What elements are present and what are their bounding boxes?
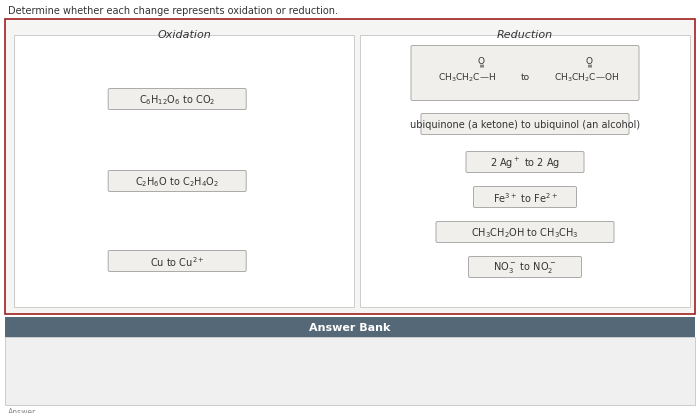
Text: Answer Bank: Answer Bank (309, 322, 391, 332)
FancyBboxPatch shape (14, 36, 354, 307)
Text: CH$_3$CH$_2$C—H: CH$_3$CH$_2$C—H (438, 71, 496, 84)
FancyBboxPatch shape (108, 251, 246, 272)
FancyBboxPatch shape (5, 20, 695, 314)
Text: Oxidation: Oxidation (157, 30, 211, 40)
FancyBboxPatch shape (108, 89, 246, 110)
FancyBboxPatch shape (473, 187, 577, 208)
FancyBboxPatch shape (5, 317, 695, 337)
Text: Answer: Answer (8, 407, 36, 413)
Text: to: to (520, 74, 530, 82)
Text: C$_2$H$_6$O to C$_2$H$_4$O$_2$: C$_2$H$_6$O to C$_2$H$_4$O$_2$ (135, 175, 219, 188)
Text: O: O (585, 57, 592, 66)
FancyBboxPatch shape (468, 257, 582, 278)
FancyBboxPatch shape (5, 337, 695, 405)
Text: ubiquinone (a ketone) to ubiquinol (an alcohol): ubiquinone (a ketone) to ubiquinol (an a… (410, 120, 640, 130)
Text: Cu to Cu$^{2+}$: Cu to Cu$^{2+}$ (150, 254, 204, 268)
Text: CH$_3$CH$_2$OH to CH$_3$CH$_3$: CH$_3$CH$_2$OH to CH$_3$CH$_3$ (471, 225, 579, 239)
FancyBboxPatch shape (421, 114, 629, 135)
Text: O: O (477, 57, 484, 66)
Text: 2 Ag$^+$ to 2 Ag: 2 Ag$^+$ to 2 Ag (490, 155, 560, 170)
Text: Reduction: Reduction (497, 30, 553, 40)
FancyBboxPatch shape (360, 36, 690, 307)
Text: C$_6$H$_{12}$O$_6$ to CO$_2$: C$_6$H$_{12}$O$_6$ to CO$_2$ (139, 93, 216, 107)
FancyBboxPatch shape (466, 152, 584, 173)
Text: Determine whether each change represents oxidation or reduction.: Determine whether each change represents… (8, 6, 338, 16)
Text: NO$_3^-$ to NO$_2^-$: NO$_3^-$ to NO$_2^-$ (494, 260, 556, 275)
FancyBboxPatch shape (436, 222, 614, 243)
Text: CH$_3$CH$_2$C—OH: CH$_3$CH$_2$C—OH (554, 71, 620, 84)
Text: Fe$^{3+}$ to Fe$^{2+}$: Fe$^{3+}$ to Fe$^{2+}$ (493, 191, 557, 204)
FancyBboxPatch shape (411, 46, 639, 101)
FancyBboxPatch shape (108, 171, 246, 192)
